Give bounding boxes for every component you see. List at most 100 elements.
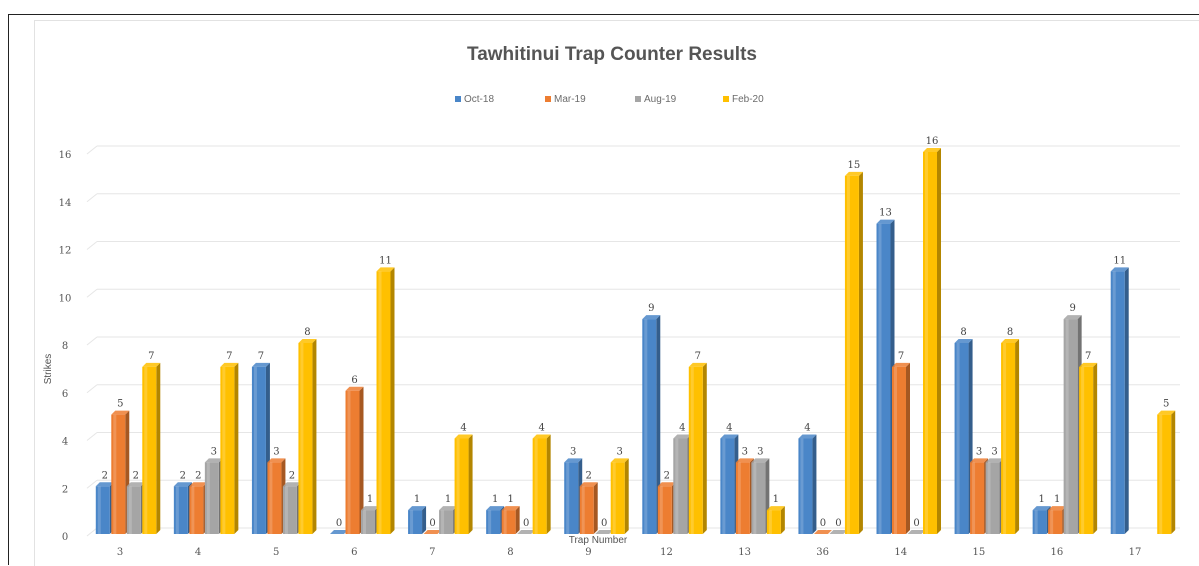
bar-front [766, 510, 781, 534]
bar-highlight [97, 486, 101, 534]
bar-Feb-20-trap-13 [766, 506, 785, 534]
bar-front [751, 462, 766, 534]
bar-highlight [456, 438, 460, 534]
bar-side [1093, 362, 1098, 534]
bar-highlight [972, 462, 976, 534]
bar-top [376, 267, 395, 272]
bar-Oct-18-trap-9 [564, 458, 583, 534]
data-label: 5 [1163, 399, 1169, 410]
bar-Mar-19-trap-6 [345, 386, 364, 534]
bar-highlight [675, 438, 679, 534]
bar-Feb-20-trap-9 [610, 458, 629, 534]
y-tick-label: 16 [59, 150, 72, 161]
bar-front [985, 462, 1000, 534]
bar-front [720, 438, 735, 534]
bar-highlight [284, 486, 288, 534]
bar-highlight [1034, 510, 1038, 534]
bar-Aug-19-trap-14 [907, 530, 926, 534]
bar-Feb-20-trap-8 [532, 434, 551, 534]
x-tick-label: 12 [660, 547, 673, 558]
bar-front [970, 462, 985, 534]
bar-top [423, 530, 442, 534]
data-label: 4 [726, 423, 732, 434]
bar-Oct-18-trap-14 [876, 219, 895, 534]
bar-front [532, 438, 547, 534]
y-tick-label: 6 [62, 389, 68, 400]
bar-highlight [175, 486, 179, 534]
data-label: 0 [820, 518, 826, 529]
bar-front [844, 175, 859, 534]
bar-front [923, 152, 937, 534]
bar-Oct-18-trap-6 [330, 530, 348, 534]
bar-Feb-20-trap-6 [376, 267, 395, 534]
bar-highlight [581, 486, 585, 534]
bar-top [126, 482, 145, 487]
data-label: 7 [258, 351, 264, 362]
data-label: 4 [804, 423, 810, 434]
bar-Feb-20-trap-17 [1157, 410, 1176, 534]
bar-Oct-18-trap-15 [954, 339, 973, 534]
x-tick-label: 7 [429, 547, 435, 558]
bar-highlight [1081, 366, 1085, 534]
bar-top [204, 458, 223, 463]
data-label: 1 [445, 494, 451, 505]
legend-label: Oct-18 [464, 94, 494, 105]
y-tick-label: 0 [62, 532, 68, 543]
bar-top [751, 458, 770, 463]
bar-front [173, 486, 188, 534]
data-label: 7 [148, 351, 154, 362]
data-label: 2 [586, 470, 592, 481]
bars [95, 148, 1176, 534]
bar-front [876, 223, 891, 534]
data-label: 2 [133, 470, 139, 481]
bar-side [234, 362, 239, 534]
bar-highlight [503, 510, 507, 534]
data-label: 0 [429, 518, 435, 529]
data-label: 9 [1069, 303, 1075, 314]
bar-top [829, 530, 848, 534]
bar-highlight [722, 438, 726, 534]
bar-top [564, 458, 583, 463]
bar-front [673, 438, 688, 534]
bar-highlight [768, 510, 772, 534]
legend: Oct-18 Mar-19 Aug-19 Feb-20 [455, 94, 764, 105]
bar-Feb-20-trap-3 [142, 362, 161, 534]
bar-highlight [253, 366, 257, 534]
bar-Feb-20-trap-12 [688, 362, 707, 534]
bar-highlight [191, 486, 195, 534]
gridline-depth [86, 193, 98, 203]
x-tick-label: 9 [585, 547, 591, 558]
data-label: 0 [601, 518, 607, 529]
gridline-depth [86, 336, 98, 346]
bar-highlight [956, 343, 960, 534]
bar-Feb-20-trap-15 [1001, 339, 1020, 534]
y-tick-label: 4 [62, 437, 68, 448]
data-label: 0 [336, 518, 342, 529]
bar-top [985, 458, 1004, 463]
data-label: 3 [617, 446, 623, 457]
y-tick-label: 8 [62, 341, 68, 352]
data-label: 15 [848, 160, 861, 171]
bar-Mar-19-trap-5 [267, 458, 286, 534]
data-label: 16 [926, 136, 939, 147]
bar-Aug-19-trap-9 [595, 530, 614, 534]
bar-top [892, 362, 910, 367]
bar-side [812, 434, 817, 534]
bar-top [595, 530, 614, 534]
bar-side [156, 362, 161, 534]
bar-Oct-18-trap-36 [798, 434, 817, 534]
bar-side [1124, 267, 1129, 534]
bar-top [610, 458, 629, 463]
bar-top [486, 506, 505, 511]
data-label: 2 [664, 470, 670, 481]
bar-front [610, 462, 625, 534]
bar-top [408, 506, 427, 511]
data-label: 8 [304, 327, 310, 338]
bar-top [517, 530, 536, 534]
bar-top [95, 482, 114, 487]
legend-label: Aug-19 [644, 94, 677, 105]
bar-front [204, 462, 219, 534]
x-tick-label: 6 [351, 547, 357, 558]
bar-top [111, 410, 130, 415]
bar-Aug-19-trap-8 [517, 530, 536, 534]
